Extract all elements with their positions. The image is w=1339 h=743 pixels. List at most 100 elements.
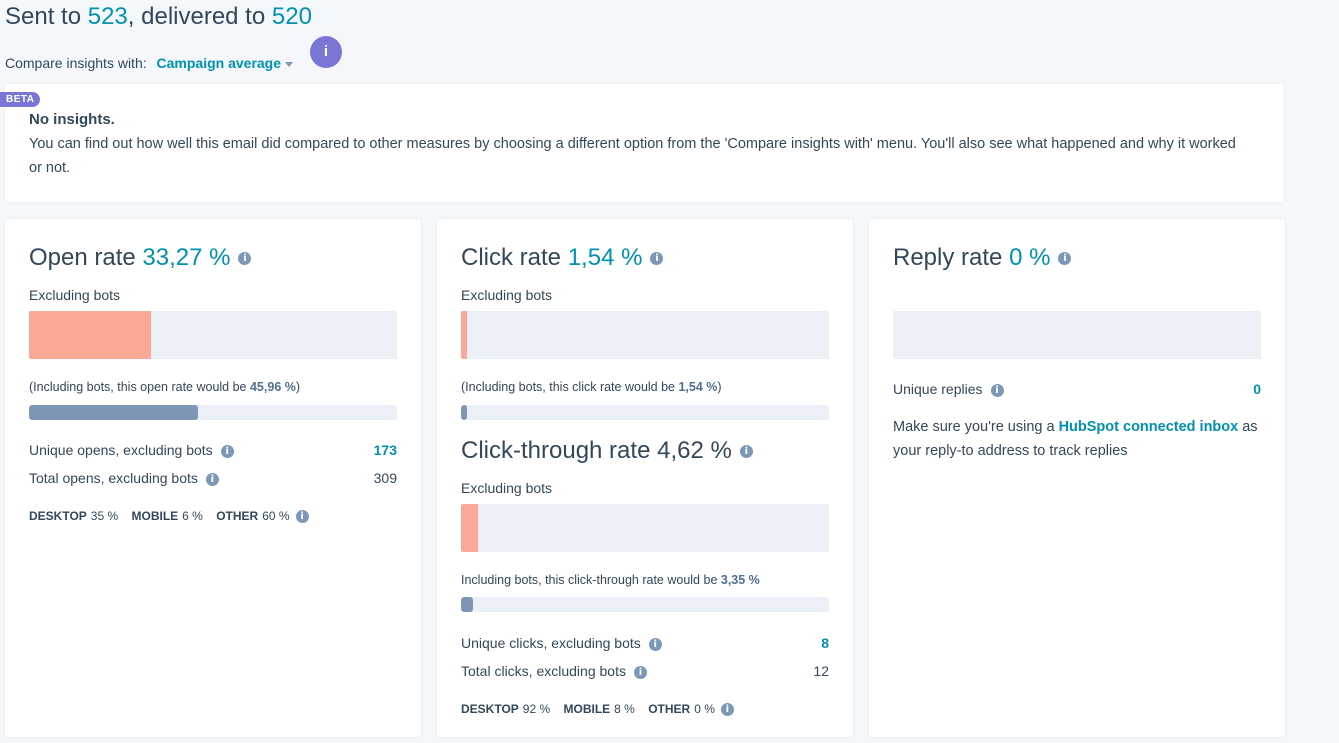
click-device-breakdown: DESKTOP 92 % MOBILE 8 % OTHER 0 % i	[461, 702, 734, 717]
other-value: 60 %	[262, 509, 290, 523]
unique-replies-label: Unique replies i	[893, 381, 1004, 397]
open-including-value: 45,96 %	[249, 380, 296, 394]
ctr-title: Click-through rate 4,62 % i	[461, 437, 753, 465]
unique-clicks-link[interactable]: 8	[821, 635, 829, 651]
reply-rate-card	[869, 219, 1285, 737]
open-including-bar	[29, 405, 397, 420]
mobile-value: 8 %	[614, 702, 635, 716]
click-rate-value: 1,54 %	[567, 244, 643, 271]
unique-replies-value[interactable]: 0	[1164, 381, 1261, 397]
open-including-bar-fill	[29, 405, 199, 420]
click-including-value: 1,54 %	[678, 380, 718, 394]
unique-opens-label: Unique opens, excluding bots i	[29, 442, 234, 458]
info-icon[interactable]: i	[220, 444, 234, 458]
unique-clicks-label: Unique clicks, excluding bots i	[461, 635, 662, 651]
sent-prefix: Sent to	[5, 3, 82, 30]
click-including-prefix: (Including bots, this click rate would b…	[461, 380, 679, 394]
unique-replies-text: Unique replies	[893, 381, 983, 397]
desktop-value: 35 %	[90, 509, 119, 523]
desktop-label: DESKTOP	[461, 702, 519, 716]
ctr-including-value: 3,35 %	[720, 573, 760, 587]
unique-opens-value[interactable]: 173	[300, 442, 397, 458]
insights-body: You can find out how well this email did…	[29, 136, 1236, 176]
insights-title: No insights.	[29, 111, 115, 128]
connected-inbox-link[interactable]: HubSpot connected inbox	[1058, 419, 1239, 435]
info-icon[interactable]: i	[633, 665, 647, 679]
info-icon[interactable]: i	[650, 252, 664, 266]
delivered-count: 520	[271, 3, 312, 30]
info-icon[interactable]: i	[238, 252, 252, 266]
reply-rate-bar	[893, 311, 1261, 359]
total-clicks-value: 12	[813, 663, 829, 679]
info-icon[interactable]: i	[648, 637, 662, 651]
click-rate-bar-fill	[461, 311, 467, 359]
caret-down-icon	[285, 61, 294, 67]
click-rate-title: Click rate 1,54 % i	[461, 244, 664, 272]
unique-clicks-text: Unique clicks, excluding bots	[461, 635, 641, 651]
compare-insights: Compare insights with: Campaign average	[5, 55, 294, 71]
other-label: OTHER	[216, 509, 259, 523]
click-including-bar	[461, 405, 829, 420]
ctr-label: Click-through rate	[461, 437, 651, 464]
total-clicks-label: Total clicks, excluding bots i	[461, 663, 647, 679]
ctr-including-bar	[461, 597, 829, 612]
summary-headline: Sent to 523, delivered to 520	[5, 3, 312, 31]
open-rate-bar	[29, 311, 397, 359]
desktop-label: DESKTOP	[29, 509, 87, 523]
unique-clicks-value[interactable]: 8	[732, 635, 829, 651]
info-bubble-icon[interactable]: i	[310, 36, 342, 68]
other-value: 0 %	[694, 702, 715, 716]
reply-note-suffix: as your reply-to address to track replie…	[893, 419, 1258, 459]
beta-badge: BETA	[0, 92, 41, 107]
open-including-bots-note: (Including bots, this open rate would be…	[29, 380, 300, 394]
compare-label: Compare insights with:	[5, 55, 147, 71]
compare-dropdown[interactable]: Campaign average	[157, 55, 294, 71]
click-rate-card	[437, 219, 853, 737]
mobile-label: MOBILE	[563, 702, 611, 716]
ctr-bar	[461, 504, 829, 552]
info-icon[interactable]: i	[1058, 252, 1072, 266]
open-rate-title: Open rate 33,27 % i	[29, 244, 252, 272]
open-including-prefix: (Including bots, this open rate would be	[29, 380, 250, 394]
open-excluding-bots-label: Excluding bots	[29, 287, 121, 303]
info-icon[interactable]: i	[720, 703, 734, 717]
open-device-breakdown: DESKTOP 35 % MOBILE 6 % OTHER 60 % i	[29, 509, 309, 524]
open-rate-bar-fill	[29, 311, 152, 359]
click-including-suffix: )	[717, 380, 722, 394]
other-label: OTHER	[648, 702, 691, 716]
total-opens-text: Total opens, excluding bots	[29, 470, 198, 486]
mobile-label: MOBILE	[131, 509, 179, 523]
click-including-bots-note: (Including bots, this click rate would b…	[461, 380, 722, 394]
open-rate-label: Open rate	[29, 244, 136, 271]
reply-note-prefix: Make sure you're using a	[893, 419, 1059, 435]
sent-count: 523	[87, 3, 128, 30]
ctr-including-prefix: Including bots, this click-through rate …	[461, 573, 721, 587]
open-rate-value: 33,27 %	[142, 244, 231, 271]
open-including-suffix: )	[295, 380, 301, 394]
info-icon[interactable]: i	[990, 383, 1004, 397]
ctr-including-bar-fill	[461, 597, 474, 612]
unique-replies-link[interactable]: 0	[1253, 381, 1261, 397]
ctr-bar-fill	[461, 504, 478, 552]
info-icon[interactable]: i	[295, 510, 309, 524]
ctr-excluding-bots-label: Excluding bots	[461, 480, 553, 496]
click-rate-bar	[461, 311, 829, 359]
unique-opens-link[interactable]: 173	[373, 442, 397, 458]
reply-rate-title: Reply rate 0 % i	[893, 244, 1072, 272]
info-icon[interactable]: i	[739, 445, 753, 459]
info-icon[interactable]: i	[205, 472, 219, 486]
ctr-including-bots-note: Including bots, this click-through rate …	[461, 573, 760, 587]
total-opens-value: 309	[373, 470, 397, 486]
total-opens-label: Total opens, excluding bots i	[29, 470, 219, 486]
total-clicks-text: Total clicks, excluding bots	[461, 663, 626, 679]
delivered-prefix: , delivered to	[127, 3, 266, 30]
compare-dropdown-value: Campaign average	[156, 55, 282, 71]
ctr-value: 4,62 %	[657, 437, 732, 464]
unique-opens-text: Unique opens, excluding bots	[29, 442, 213, 458]
reply-rate-label: Reply rate	[893, 244, 1003, 271]
reply-note: Make sure you're using a HubSpot connect…	[893, 415, 1273, 463]
click-excluding-bots-label: Excluding bots	[461, 287, 553, 303]
desktop-value: 92 %	[522, 702, 551, 716]
reply-rate-value: 0 %	[1009, 244, 1051, 271]
click-rate-label: Click rate	[461, 244, 562, 271]
